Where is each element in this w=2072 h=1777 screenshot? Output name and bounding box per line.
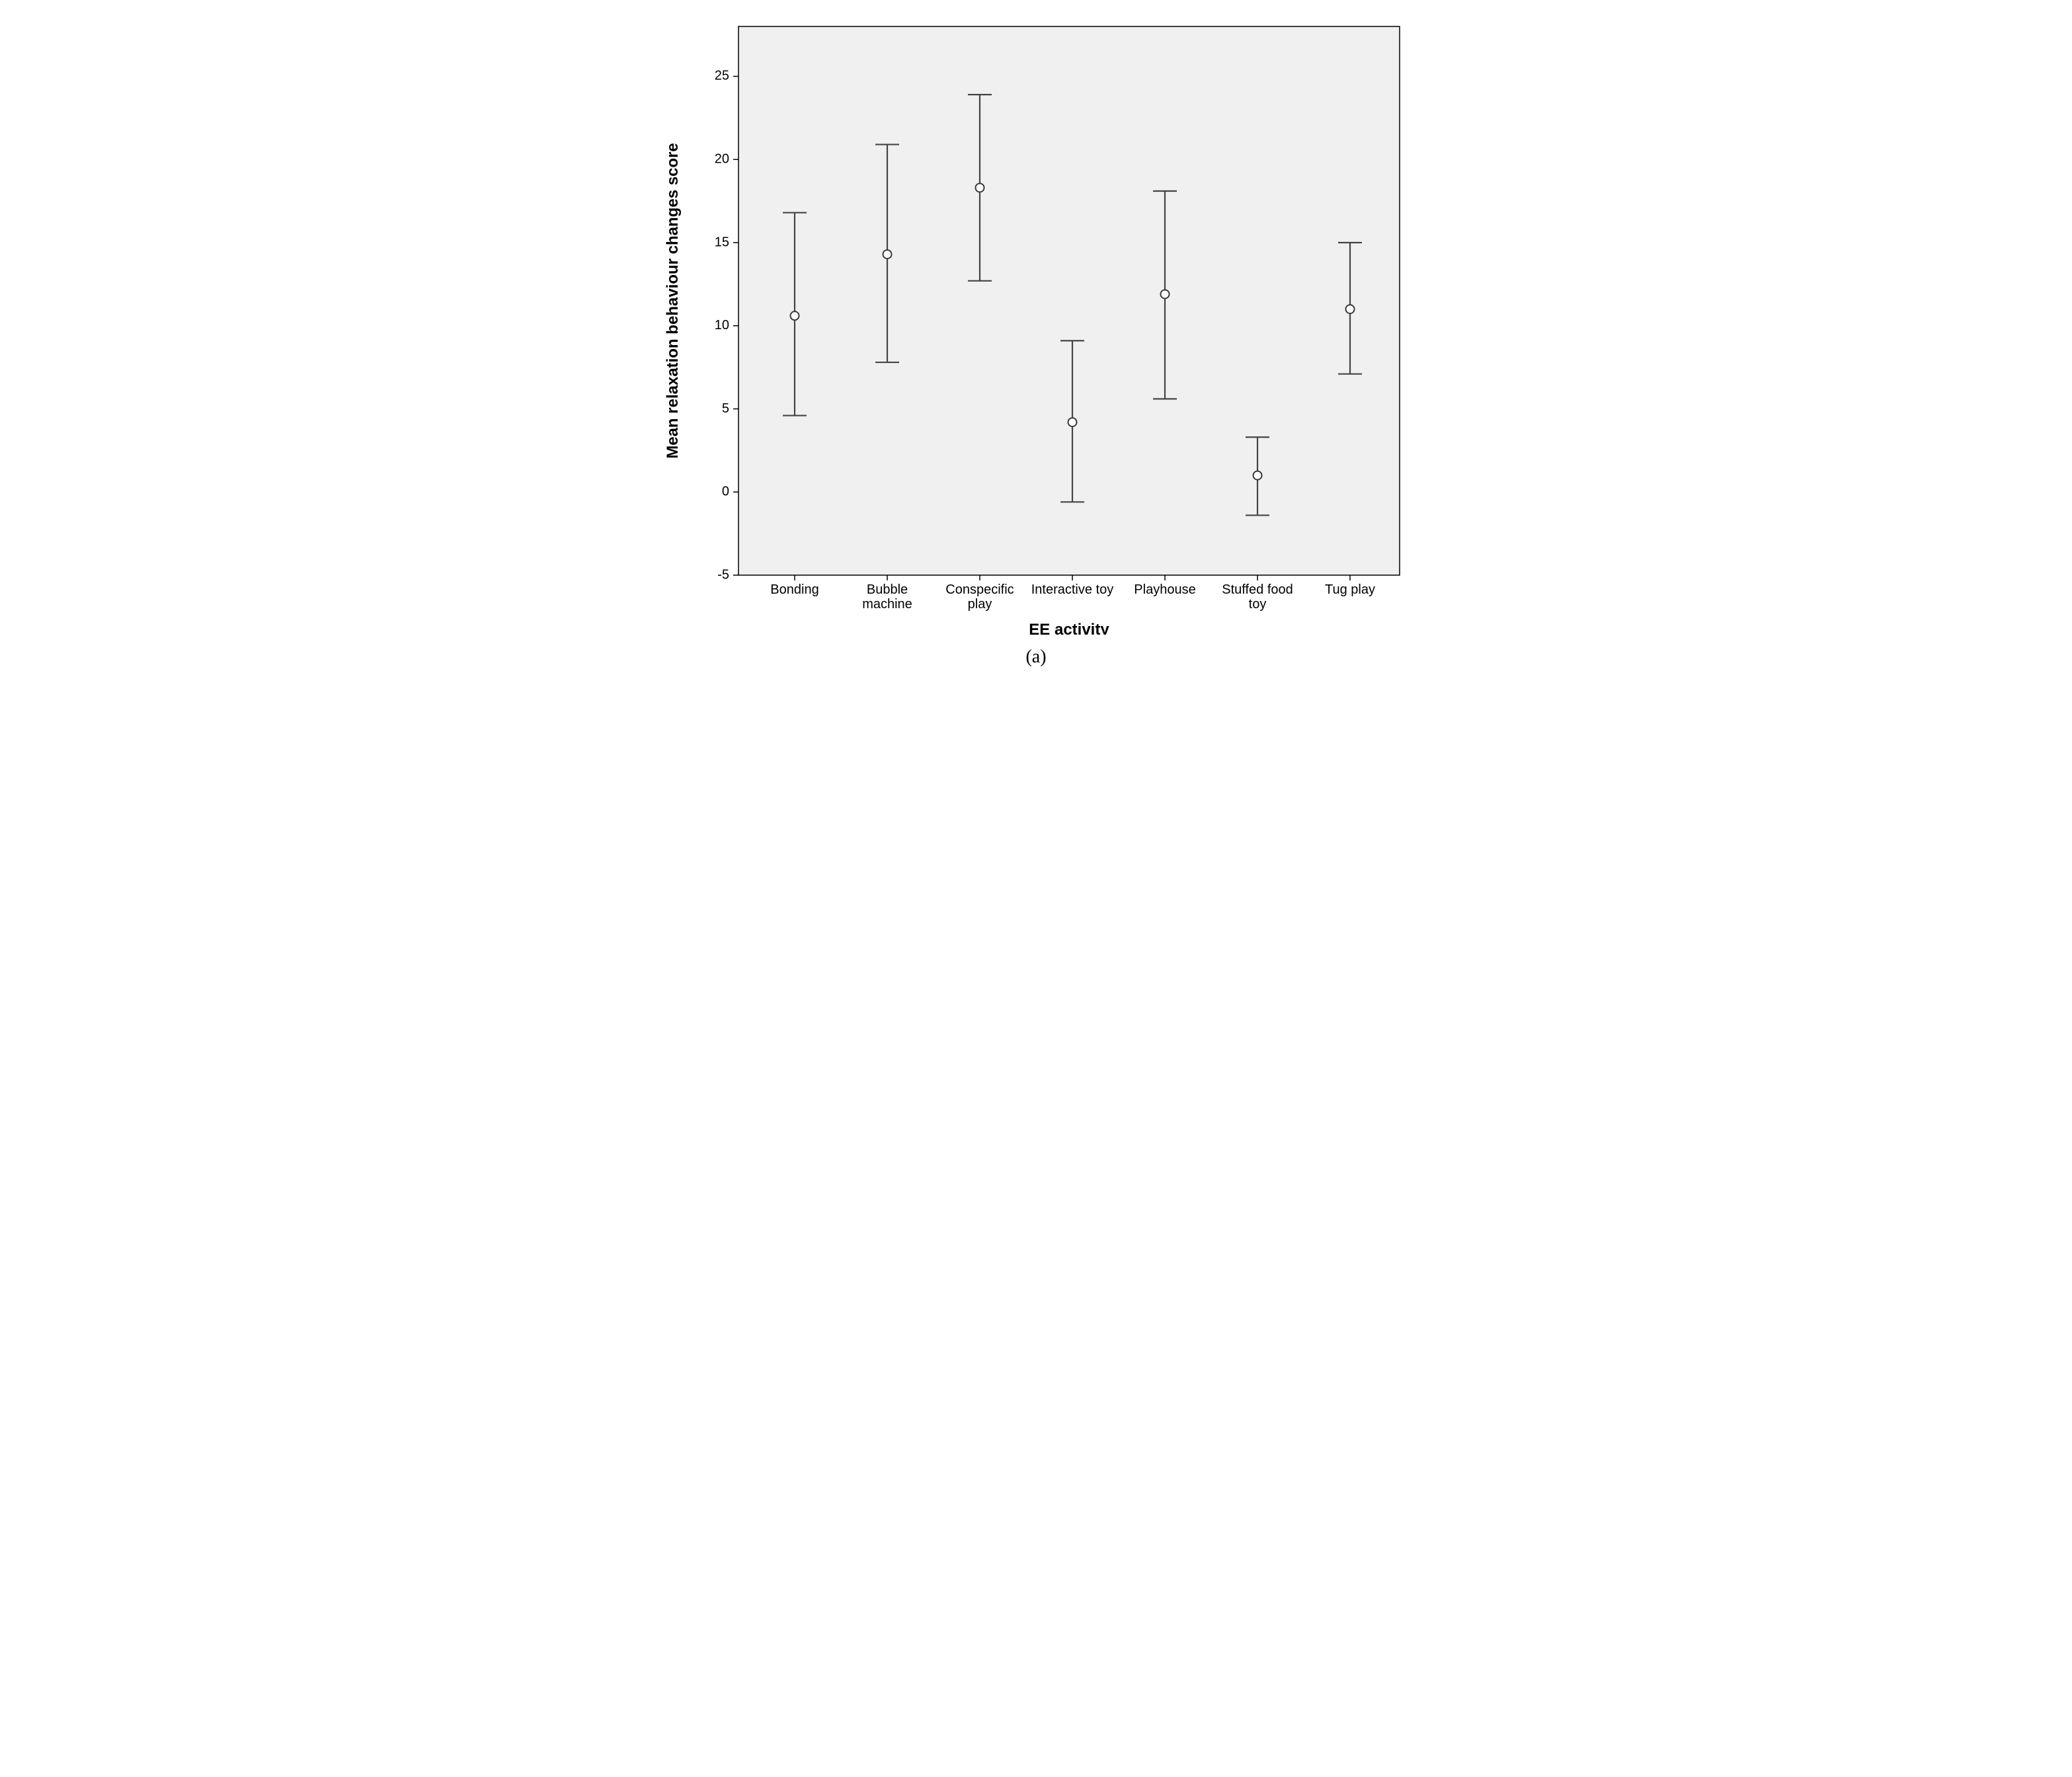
plot-area [738,26,1400,575]
y-tick-label: 10 [715,318,729,333]
x-tick-label: machine [862,597,912,612]
mean-marker [1068,418,1077,426]
errorbar-chart: -5 0 5 10 15 20 25 Bonding Bubblemachine Conspeci… [653,13,1419,635]
chart-container: -5 0 5 10 15 20 25 Bonding Bubblemachine Conspeci… [653,13,1419,668]
figure-caption: (a) [653,647,1419,668]
x-tick-label: Conspecific [945,582,1014,597]
x-axis-label: EE activity [1029,621,1109,635]
x-tick-label: Tug play [1325,582,1375,597]
x-tick-label: Stuffed food [1222,582,1293,597]
y-tick-label: 20 [715,151,729,166]
x-tick-label: Playhouse [1134,582,1195,597]
y-tick-label: 15 [715,235,729,249]
mean-marker [791,311,799,320]
x-tick-label: play [968,597,992,612]
y-tick-label: 25 [715,69,729,83]
x-tick-label: Bubble [867,582,908,597]
mean-marker [1254,471,1262,480]
y-tick-label: 5 [722,401,729,416]
mean-marker [1346,305,1355,313]
x-tick-label: Interactive toy [1031,582,1114,597]
mean-marker [1161,290,1170,298]
y-tick-label: -5 [717,567,729,582]
x-tick-label: toy [1249,597,1267,612]
y-tick-label: 0 [722,485,729,499]
y-axis-label: Mean relaxation behaviour changes score [664,143,682,459]
x-tick-label: Bonding [770,582,818,597]
mean-marker [883,250,892,258]
mean-marker [976,183,984,192]
